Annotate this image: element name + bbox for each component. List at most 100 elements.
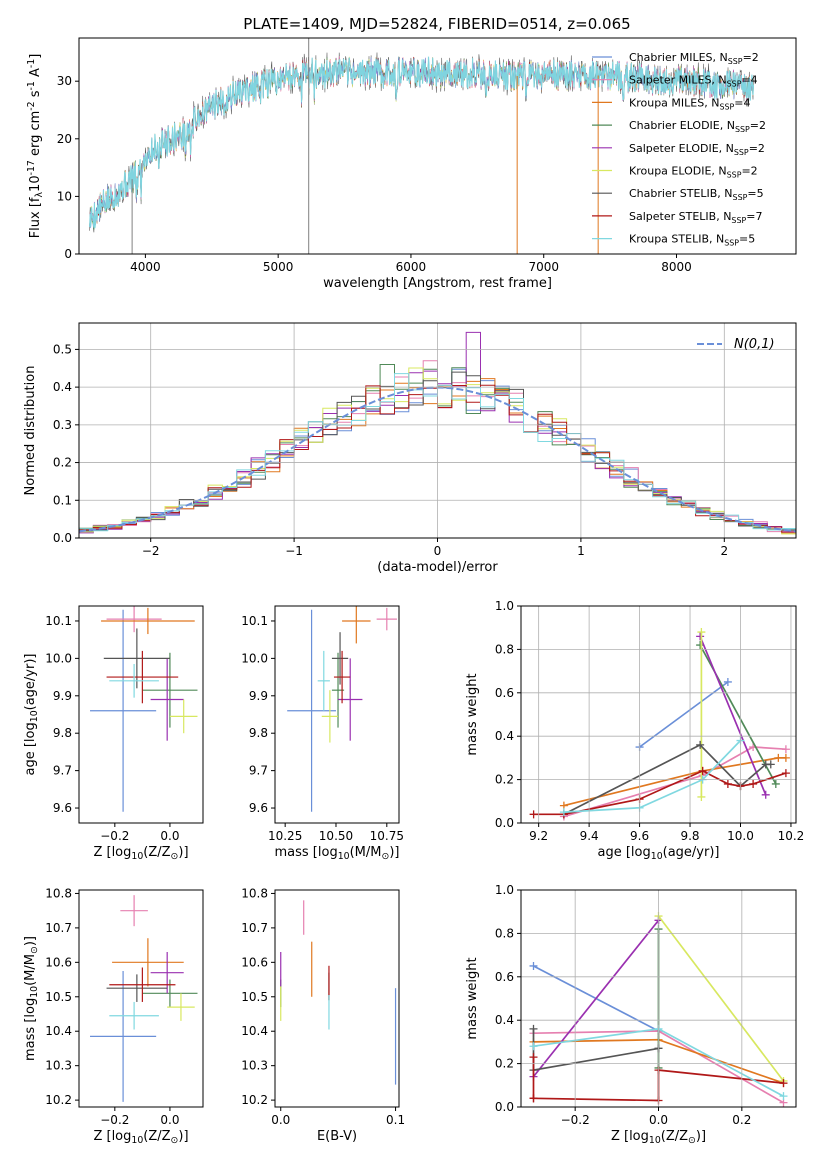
mass_vs_Z-plot-area	[90, 895, 198, 1102]
y-tick-label: 0.2	[495, 1057, 514, 1071]
mass-weight-line	[532, 919, 660, 1078]
y-tick-label: 10.6	[45, 955, 72, 969]
mass-weight-point	[779, 1092, 788, 1101]
y-tick-label: 10.7	[45, 921, 72, 935]
y-tick-label: 1.0	[495, 883, 514, 897]
mass-weight-line	[563, 739, 742, 813]
y-tick-label: 9.8	[249, 726, 268, 740]
x-tick-label: 10.2	[778, 829, 805, 843]
y-tick-label: 0.4	[495, 729, 514, 743]
y-axis-label: Flux [fλ​10-17​ erg cm-2​ s-1​ A-1​]	[26, 54, 45, 239]
y-tick-label: 30	[57, 74, 72, 88]
x-tick-label: 10.75	[370, 829, 404, 843]
x-tick-label: 9.2	[529, 829, 548, 843]
x-tick-label: −0.2	[561, 1113, 590, 1127]
mass-weight-point	[696, 740, 705, 749]
x-axis-label: (data-model)/error	[377, 560, 498, 575]
mass-weight-point	[696, 632, 705, 641]
y-tick-label: 0.8	[495, 642, 514, 656]
x-tick-label: 9.6	[630, 829, 649, 843]
y-tick-label: 10	[57, 189, 72, 203]
x-tick-label: 0.2	[732, 1113, 751, 1127]
y-axis-label: Normed distribution	[23, 366, 38, 496]
y-tick-label: 0.0	[495, 816, 514, 830]
mass-weight-point	[529, 810, 538, 819]
legend-entry: N(0,1)	[734, 337, 775, 352]
mass-weight-line	[699, 636, 767, 796]
x-tick-label: 0	[434, 544, 442, 558]
x-axis-label: Z [log10​(Z/Z⊙​)]	[93, 1129, 188, 1146]
legend-entry: Chabrier ELODIE, NSSP​=2	[629, 119, 766, 134]
y-tick-label: 10.0	[241, 651, 268, 665]
mass-weight-point	[723, 677, 732, 686]
y-tick-label: 10.1	[241, 614, 268, 628]
mass-weight-point	[781, 753, 790, 762]
legend-entry: Salpeter ELODIE, NSSP​=2	[629, 142, 765, 157]
mass-vs-ebv-panel: 0.0 0.1 10.2 10.3 10.4 10.5 10.6 10.7 10.8 E(B-V)	[241, 886, 405, 1144]
legend-entry: Kroupa ELODIE, NSSP​=2	[629, 165, 758, 180]
x-tick-label: −0.2	[100, 1113, 129, 1127]
legend-entry: Kroupa MILES, NSSP​=4	[629, 96, 750, 111]
mass-weight-point	[529, 1094, 538, 1103]
axes-frame	[274, 605, 400, 824]
y-tick-label: 10.4	[241, 1024, 268, 1038]
y-tick-label: 1.0	[495, 599, 514, 613]
x-tick-label: 0.0	[160, 829, 179, 843]
x-tick-label: 9.8	[680, 829, 699, 843]
x-tick-label: −1	[285, 544, 303, 558]
y-tick-label: 0.4	[53, 380, 72, 394]
y-tick-label: 0.2	[495, 773, 514, 787]
legend-entry: Chabrier MILES, NSSP​=2	[629, 51, 759, 66]
mass-weight-point	[774, 753, 783, 762]
axes-frame	[78, 605, 204, 824]
mass-weight-point	[781, 745, 790, 754]
x-tick-label: 6000	[396, 260, 427, 274]
y-tick-label: 20	[57, 132, 72, 146]
y-tick-label: 0.0	[53, 531, 72, 545]
mass-weight-point	[529, 1024, 538, 1033]
mass-vs-metallicity-panel: −0.2 0.0 10.2 10.3 10.4 10.5 10.6 10.7 10.8 Z [lo…	[23, 886, 204, 1146]
x-tick-label: −0.2	[100, 829, 129, 843]
mass-weight-point	[771, 779, 780, 788]
y-tick-label: 9.7	[53, 764, 72, 778]
y-tick-label: 10.5	[241, 990, 268, 1004]
mass-weight-point	[781, 769, 790, 778]
axes-frame	[78, 889, 204, 1108]
y-tick-label: 9.6	[249, 801, 268, 815]
age-vs-mass-panel: 10.25 10.50 10.75 9.6 9.7 9.8 9.9 10.0 10.1 mass …	[241, 605, 404, 862]
mass-weight-point	[698, 766, 707, 775]
y-tick-label: 0.4	[495, 1013, 514, 1027]
mass-weight-point	[697, 792, 706, 801]
mass_weight_vs_age-plot-area	[529, 628, 790, 821]
x-tick-label: 0.0	[649, 1113, 668, 1127]
y-tick-label: 9.9	[53, 689, 72, 703]
x-tick-label: 10.25	[268, 829, 302, 843]
y-tick-label: 0.1	[53, 493, 72, 507]
x-axis-label: age [log10​(age/yr)]	[598, 845, 720, 862]
x-tick-label: 4000	[130, 260, 161, 274]
mass-weight-line	[657, 915, 785, 1082]
mass-weight-point	[723, 779, 732, 788]
y-tick-label: 10.3	[45, 1059, 72, 1073]
x-axis-label: wavelength [Angstrom, rest frame]	[323, 276, 552, 291]
mass-weight-point	[529, 1042, 538, 1051]
figure-title: PLATE=1409, MJD=52824, FIBERID=0514, z=0…	[243, 15, 630, 33]
mass-weight-point	[766, 760, 775, 769]
x-axis-label: E(B-V)	[317, 1129, 357, 1144]
x-tick-label: 0.0	[271, 1113, 290, 1127]
y-tick-label: 9.8	[53, 726, 72, 740]
axes-frame	[274, 889, 400, 1108]
axes-frame	[78, 37, 797, 255]
x-axis-label: Z [log10​(Z/Z⊙​)]	[611, 1129, 706, 1146]
residuals-panel: −2 −1 0 1 2 0.0 0.1 0.2 0.3 0.4 0.5 (data-model)/er…	[23, 322, 797, 575]
age_vs_Z-plot-area	[90, 606, 198, 812]
mass-weight-point	[559, 808, 568, 817]
mass_vs_ebv-plot-area	[280, 900, 397, 1085]
axes-frame	[520, 889, 797, 1108]
x-tick-label: 10.50	[319, 829, 353, 843]
legend-entry: Salpeter MILES, NSSP​=4	[629, 74, 758, 89]
y-axis-label: mass weight	[465, 673, 480, 755]
mass-weight-point	[779, 1079, 788, 1088]
axes-frame	[520, 605, 797, 824]
legend-entry: Chabrier STELIB, NSSP​=5	[629, 187, 764, 202]
